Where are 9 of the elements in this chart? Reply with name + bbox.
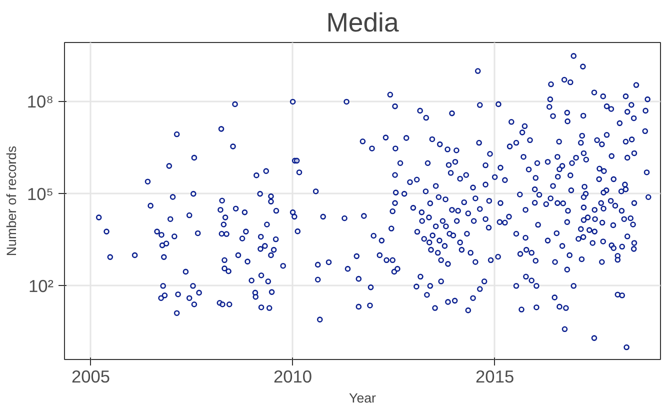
- y-tick-label: 10⁵: [27, 184, 54, 204]
- x-tick-label: 2010: [274, 366, 312, 386]
- x-tick-label: 2015: [476, 366, 514, 386]
- x-axis-title: Year: [349, 390, 377, 406]
- chart-title: Media: [326, 8, 399, 38]
- y-tick-label: 10²: [28, 276, 54, 296]
- x-tick-label: 2005: [71, 366, 110, 386]
- y-tick-label: 10⁸: [26, 92, 54, 112]
- y-axis-title: Number of records: [4, 145, 19, 256]
